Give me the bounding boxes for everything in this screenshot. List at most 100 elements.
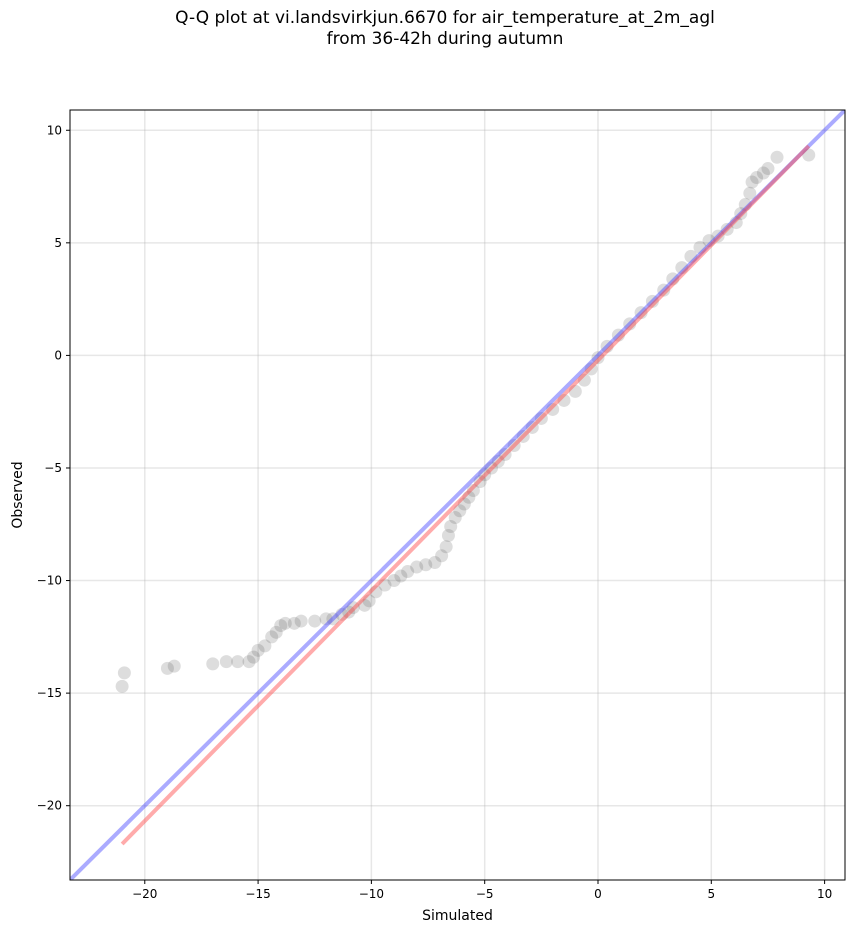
data-point [491, 454, 505, 468]
data-point [326, 612, 340, 626]
data-point [484, 461, 498, 475]
data-point [498, 447, 512, 461]
data-point [568, 384, 582, 398]
chart-subtitle: from 36-42h during autumn [326, 29, 564, 49]
data-point [362, 594, 376, 608]
data-point [346, 601, 360, 615]
data-point [117, 666, 131, 680]
data-point [666, 272, 680, 286]
data-point [231, 655, 245, 669]
data-point [473, 474, 487, 488]
data-point [441, 529, 455, 543]
data-point [387, 574, 401, 588]
y-tick-label: 0 [54, 348, 62, 362]
data-point [319, 612, 333, 626]
data-point [278, 616, 292, 630]
data-point [761, 162, 775, 176]
data-point [342, 605, 356, 619]
y-axis-label: Observed [10, 461, 26, 528]
data-point [369, 585, 383, 599]
data-point [729, 216, 743, 230]
data-point [557, 393, 571, 407]
chart-title-block: Q-Q plot at vi.landsvirkjun.6670 for air… [0, 8, 854, 50]
data-point [358, 598, 372, 612]
grid [70, 110, 845, 880]
data-point [466, 483, 480, 497]
x-tick-label: −15 [245, 887, 270, 901]
data-point [444, 520, 458, 534]
data-point [287, 616, 301, 630]
data-point [478, 468, 492, 482]
data-point [247, 650, 261, 664]
data-point [242, 655, 256, 669]
x-axis-ticks: −20 −15 −10 −5 0 5 10 [132, 880, 832, 901]
data-point [206, 657, 220, 671]
data-point [623, 317, 637, 331]
x-tick-label: 10 [817, 887, 832, 901]
data-point [711, 229, 725, 243]
data-point [507, 438, 521, 452]
data-point [634, 306, 648, 320]
x-tick-label: 0 [594, 887, 602, 901]
data-point [294, 614, 308, 628]
data-point [439, 540, 453, 554]
data-point [308, 614, 322, 628]
y-tick-label: 10 [47, 123, 62, 137]
data-point [428, 556, 442, 570]
chart-title: Q-Q plot at vi.landsvirkjun.6670 for air… [175, 8, 715, 28]
data-point [584, 362, 598, 376]
data-point [219, 655, 233, 669]
data-point [743, 186, 757, 200]
data-point [457, 497, 471, 511]
data-point [516, 429, 530, 443]
data-point [546, 402, 560, 416]
data-point [720, 222, 734, 236]
data-point [410, 560, 424, 574]
plot-frame [69, 109, 846, 881]
identity-line [70, 110, 845, 880]
data-point [750, 171, 764, 185]
y-axis-ticks: −20 −15 −10 −5 0 5 10 [37, 123, 70, 813]
data-point [419, 558, 433, 572]
data-point [378, 578, 392, 592]
data-point [394, 569, 408, 583]
y-tick-label: 5 [54, 236, 62, 250]
data-point [453, 504, 467, 518]
data-point [802, 148, 816, 162]
fit-line [120, 144, 811, 846]
data-points [115, 148, 816, 693]
x-tick-label: −5 [476, 887, 494, 901]
data-point [269, 625, 283, 639]
data-point [167, 659, 181, 673]
data-point [274, 619, 288, 633]
data-point [611, 328, 625, 342]
data-point [738, 198, 752, 212]
data-point [335, 607, 349, 621]
data-point [591, 351, 605, 365]
data-point [657, 283, 671, 297]
data-point [745, 175, 759, 189]
data-point [258, 639, 272, 653]
data-point [702, 234, 716, 248]
y-tick-label: −15 [37, 686, 62, 700]
y-tick-label: −10 [37, 574, 62, 588]
y-tick-label: −20 [37, 799, 62, 813]
y-tick-label: −5 [44, 461, 62, 475]
x-tick-label: −20 [132, 887, 157, 901]
data-point [675, 261, 689, 275]
data-point [693, 240, 707, 254]
x-axis-label: Simulated [422, 908, 493, 924]
data-point [265, 630, 279, 644]
data-point [600, 339, 614, 353]
data-point [160, 661, 174, 675]
data-point [534, 411, 548, 425]
data-point [645, 294, 659, 308]
reference-lines [70, 110, 845, 880]
x-tick-label: 5 [707, 887, 715, 901]
data-point [577, 373, 591, 387]
data-point [115, 679, 129, 693]
data-point [756, 166, 770, 180]
data-point [734, 207, 748, 221]
x-tick-label: −10 [359, 887, 384, 901]
